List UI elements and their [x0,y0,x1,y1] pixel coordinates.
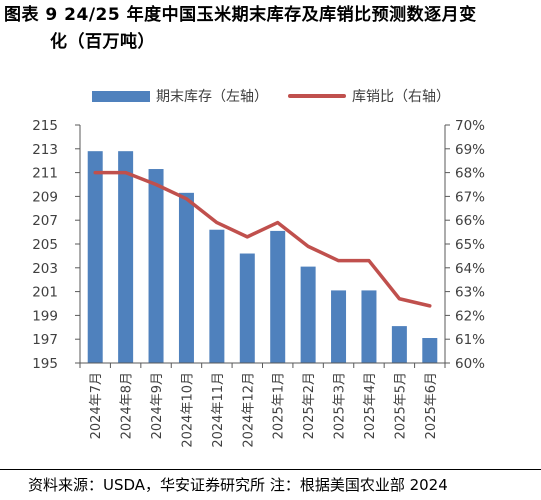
right-tick-label: 61% [455,332,485,348]
right-tick-label: 64% [455,261,485,277]
x-tick-label: 2025年4月 [363,372,378,439]
left-tick-label: 203 [32,261,58,277]
left-tick-label: 199 [32,308,58,324]
chart-legend: 期末库存（左轴） 库销比（右轴） [0,84,541,108]
right-tick-label: 65% [455,237,485,253]
x-tick-label: 2025年2月 [302,372,317,439]
legend-item-inventory: 期末库存（左轴） [92,84,268,108]
legend-bar-swatch [92,91,150,102]
right-axis-ticks: 60% 61% 62% 63% 64% 65% 66% 67% 68% 69% 70% [445,118,485,372]
left-tick-label: 205 [32,237,58,253]
chart-title: 图表 9 24/25 年度中国玉米期末库存及库销比预测数逐月变 化（百万吨） [4,2,536,56]
left-tick-label: 201 [32,285,58,301]
bar-2 [149,169,164,363]
bar-6 [270,231,285,363]
legend-line-swatch [288,94,346,98]
right-tick-label: 70% [455,118,485,134]
bar-series-inventory [88,151,438,363]
legend-label-inventory: 期末库存（左轴） [156,86,268,106]
right-tick-label: 60% [455,356,485,372]
left-tick-label: 213 [32,142,58,158]
left-tick-label: 197 [32,332,58,348]
right-tick-label: 66% [455,213,485,229]
right-tick-label: 68% [455,166,485,182]
x-tick-label: 2025年1月 [272,372,287,439]
chart-title-line2-text: 化（百万吨） [50,32,155,52]
left-tick-label: 211 [32,166,58,182]
legend-item-ratio: 库销比（右轴） [288,84,450,108]
right-tick-label: 63% [455,285,485,301]
bar-9 [361,290,376,363]
x-axis-categories: 2024年7月 2024年8月 2024年9月 2024年10月 2024年11月 202… [80,363,445,448]
right-tick-label: 62% [455,308,485,324]
bar-3 [179,193,194,363]
chart-axes [80,125,445,363]
chart-plot: 195 197 199 201 203 205 207 209 211 213 215 60% 61%… [0,108,541,468]
bar-10 [392,326,407,363]
x-tick-label: 2025年5月 [393,372,408,439]
x-tick-label: 2024年9月 [150,372,165,439]
x-tick-label: 2025年6月 [424,372,439,439]
right-tick-label: 67% [455,189,485,205]
left-tick-label: 209 [32,189,58,205]
line-series-ratio [95,173,430,306]
x-tick-label: 2025年3月 [333,372,348,439]
left-tick-label: 207 [32,213,58,229]
left-axis-ticks: 195 197 199 201 203 205 207 209 211 213 215 [32,118,80,372]
bar-4 [209,230,224,363]
bar-1 [118,151,133,363]
left-tick-label: 215 [32,118,58,134]
x-tick-label: 2024年8月 [120,372,135,439]
x-tick-label: 2024年10月 [180,372,195,448]
x-tick-label: 2024年12月 [241,372,256,448]
bar-8 [331,290,346,363]
right-tick-label: 69% [455,142,485,158]
chart-title-line1: 图表 9 24/25 年度中国玉米期末库存及库销比预测数逐月变 [4,2,536,29]
left-tick-label: 195 [32,356,58,372]
bar-0 [88,151,103,363]
bar-7 [301,267,316,363]
legend-label-ratio: 库销比（右轴） [352,86,450,106]
x-tick-label: 2024年11月 [211,372,226,448]
ratio-line [95,173,430,306]
bar-5 [240,254,255,363]
x-tick-label: 2024年7月 [89,372,104,439]
chart-title-line2: 化（百万吨） [4,29,536,56]
bar-11 [422,338,437,363]
source-note: 资料来源：USDA，华安证券研究所 注：根据美国农业部 2024 [0,469,541,500]
